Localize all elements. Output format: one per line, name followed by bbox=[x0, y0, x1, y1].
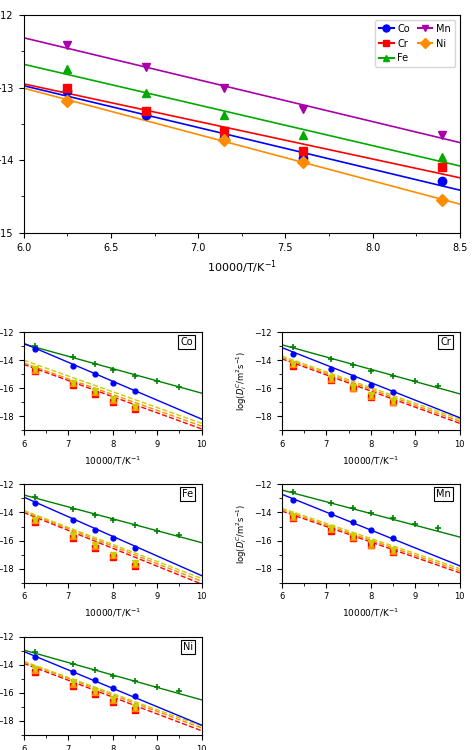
Text: Correction: Correction bbox=[346, 714, 400, 724]
Y-axis label: log($D_i^C$/m$^2$s$^{-1}$): log($D_i^C$/m$^2$s$^{-1}$) bbox=[234, 503, 249, 564]
Ni bbox=[300, 158, 306, 166]
Mn bbox=[439, 130, 445, 140]
X-axis label: 10000/T/K$^{-1}$: 10000/T/K$^{-1}$ bbox=[84, 454, 141, 467]
Cr bbox=[64, 83, 70, 92]
Cr bbox=[143, 106, 149, 116]
Fe bbox=[300, 130, 306, 140]
Mn bbox=[221, 83, 227, 92]
Mn bbox=[143, 63, 149, 72]
Co bbox=[64, 87, 70, 96]
Line: Ni: Ni bbox=[63, 97, 447, 204]
Line: Fe: Fe bbox=[63, 65, 447, 160]
X-axis label: 10000/T/K$^{-1}$: 10000/T/K$^{-1}$ bbox=[342, 607, 399, 619]
Mn bbox=[64, 41, 70, 50]
Cr bbox=[300, 147, 306, 156]
Fe bbox=[439, 152, 445, 161]
Co bbox=[439, 176, 445, 185]
Line: Mn: Mn bbox=[63, 41, 447, 139]
Text: $\it{Tsai}$: $\it{Tsai}$ bbox=[346, 638, 369, 650]
Text: MD: MD bbox=[346, 695, 363, 706]
Ni bbox=[439, 196, 445, 205]
Y-axis label: log($D_i^C$/m$^2$s$^{-1}$): log($D_i^C$/m$^2$s$^{-1}$) bbox=[234, 351, 249, 412]
X-axis label: 10000/T/K$^{-1}$: 10000/T/K$^{-1}$ bbox=[207, 258, 277, 276]
Cr bbox=[439, 163, 445, 172]
Mn bbox=[300, 105, 306, 114]
Ni bbox=[221, 135, 227, 144]
Text: Cr: Cr bbox=[440, 337, 451, 347]
Text: $\it{Vaidya}$: $\it{Vaidya}$ bbox=[346, 656, 383, 670]
Text: Ni: Ni bbox=[182, 642, 193, 652]
Legend: Co, Cr, Fe, Mn, Ni: Co, Cr, Fe, Mn, Ni bbox=[375, 20, 455, 68]
Line: Co: Co bbox=[63, 87, 447, 184]
Text: Mn: Mn bbox=[436, 489, 451, 500]
Cr bbox=[221, 127, 227, 136]
Text: $\it{Dabrowa}$: $\it{Dabrowa}$ bbox=[346, 676, 393, 688]
Line: Cr: Cr bbox=[63, 83, 447, 172]
Text: Co: Co bbox=[180, 337, 193, 347]
Text: Fe: Fe bbox=[182, 489, 193, 500]
X-axis label: 10000/T/K$^{-1}$: 10000/T/K$^{-1}$ bbox=[84, 607, 141, 619]
Fe bbox=[221, 111, 227, 120]
Co bbox=[143, 111, 149, 120]
Co bbox=[221, 134, 227, 143]
Fe bbox=[143, 89, 149, 98]
X-axis label: 10000/T/K$^{-1}$: 10000/T/K$^{-1}$ bbox=[342, 454, 399, 467]
Ni bbox=[64, 96, 70, 105]
Co bbox=[300, 154, 306, 163]
Fe bbox=[64, 65, 70, 74]
